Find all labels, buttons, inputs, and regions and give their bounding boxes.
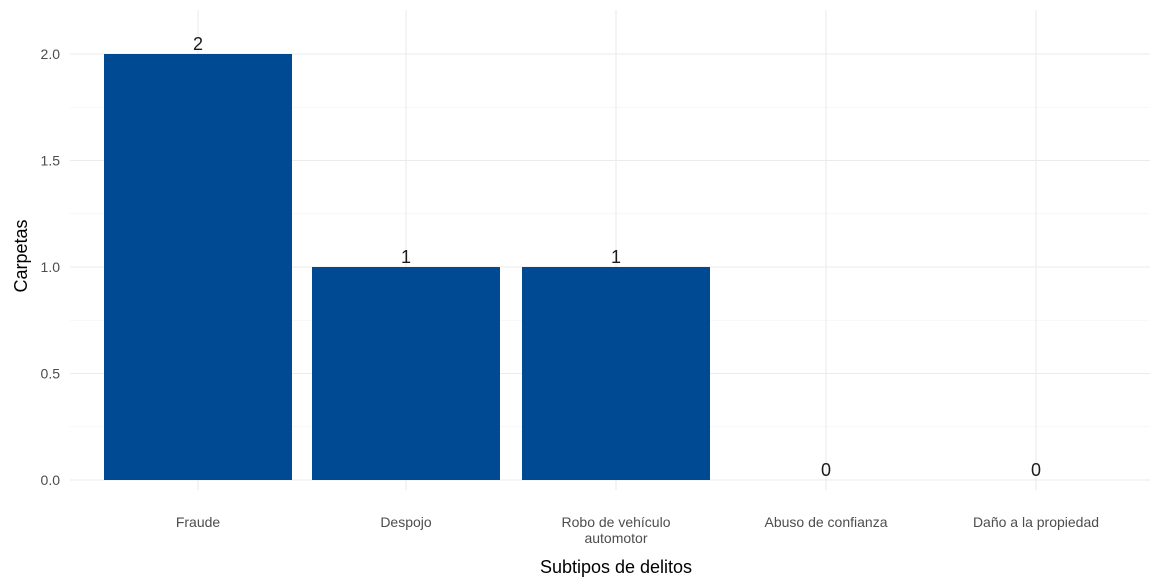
bar-data-label: 1 (611, 247, 621, 267)
x-tick-label: Abuso de confianza (765, 514, 888, 530)
y-tick-label: 1.5 (41, 153, 61, 169)
x-axis-title: Subtipos de delitos (540, 557, 692, 577)
bar-data-label: 0 (821, 460, 831, 480)
x-tick-label: Fraude (176, 514, 221, 530)
x-tick-label: Daño a la propiedad (973, 514, 1099, 530)
bar-data-label: 1 (401, 247, 411, 267)
bars (104, 54, 710, 480)
bar-data-labels: 2 1 1 0 0 (193, 34, 1041, 480)
bar-data-label: 2 (193, 34, 203, 54)
y-axis-tick-labels: 0.0 0.5 1.0 1.5 2.0 (41, 46, 61, 488)
bar (522, 267, 710, 480)
y-tick-label: 0.0 (41, 472, 61, 488)
y-tick-label: 2.0 (41, 46, 61, 62)
bar (312, 267, 500, 480)
y-axis-title: Carpetas (11, 219, 31, 292)
x-axis-tick-labels: Fraude Despojo Robo de vehículo automotor Ab… (176, 514, 1099, 546)
bar (104, 54, 292, 480)
x-tick-label: Despojo (380, 514, 432, 530)
x-tick-label: Robo de vehículo automotor (562, 514, 671, 546)
y-tick-label: 1.0 (41, 259, 61, 275)
y-tick-label: 0.5 (41, 366, 61, 382)
bar-data-label: 0 (1031, 460, 1041, 480)
